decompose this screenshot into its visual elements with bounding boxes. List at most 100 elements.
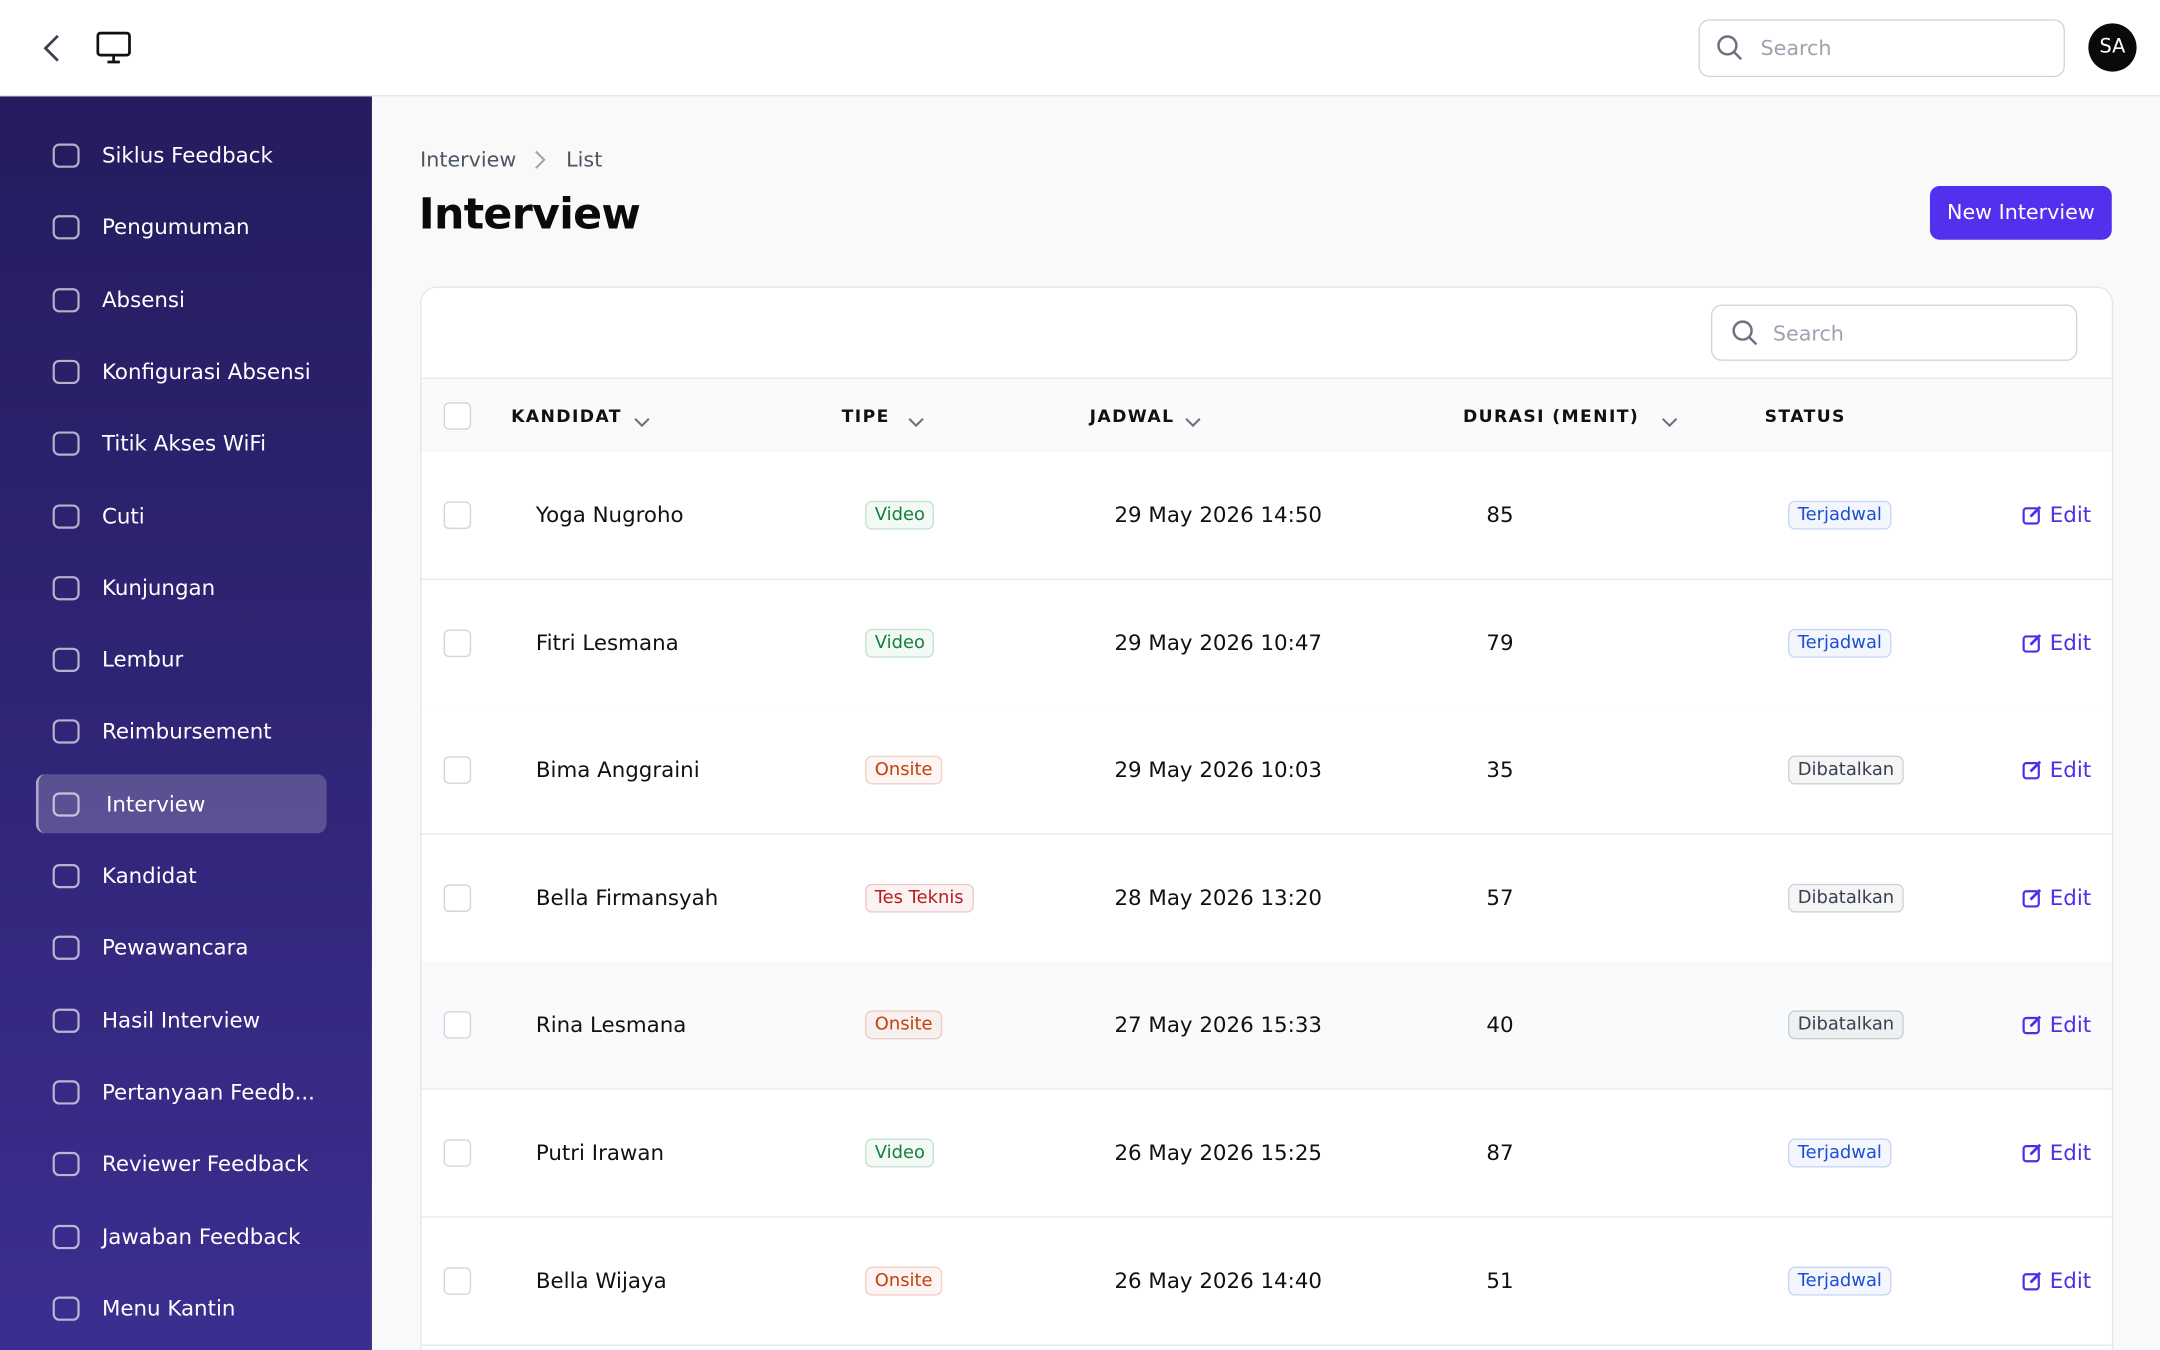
duration: 87	[1486, 1140, 1514, 1166]
nav-icon	[51, 357, 81, 387]
nav-icon	[51, 141, 81, 171]
table-row: Bella Wijaya Onsite 26 May 2026 14:40 51 Ter…	[421, 1217, 2112, 1346]
nav-icon	[51, 501, 81, 531]
duration: 40	[1486, 1013, 1514, 1038]
schedule: 26 May 2026 14:40	[1114, 1268, 1322, 1293]
table-row: Bella Firmansyah Tes Teknis 28 May 2026 13…	[421, 834, 2112, 963]
row-checkbox[interactable]	[443, 1139, 472, 1167]
global-search[interactable]: Search	[1698, 19, 2065, 78]
nav-item[interactable]: Pertanyaan Feedb...	[101, 1079, 315, 1105]
edit-link[interactable]: Edit	[2049, 1268, 2092, 1293]
candidate-name: Bima Anggraini	[535, 757, 700, 783]
table-card: Search KANDIDAT TIPE JADWAL DURASI (MENIT) S…	[420, 286, 2114, 1350]
nav-item[interactable]: Kunjungan	[101, 575, 216, 601]
row-checkbox[interactable]	[443, 884, 472, 912]
row-checkbox[interactable]	[443, 1266, 472, 1295]
nav-icon	[51, 429, 81, 459]
row-checkbox[interactable]	[443, 756, 472, 785]
edit-link[interactable]: Edit	[2049, 757, 2092, 783]
duration: 51	[1486, 1268, 1514, 1293]
column-header: STATUS	[1764, 405, 1846, 427]
sort-icon	[1661, 409, 1678, 428]
edit-icon	[2022, 1270, 2043, 1291]
nav-icon	[51, 1293, 81, 1323]
edit-icon	[2022, 1142, 2043, 1163]
status-badge: Dibatalkan	[1788, 1010, 1904, 1040]
nav-icon	[51, 213, 81, 243]
edit-icon	[2022, 1014, 2043, 1035]
nav-item[interactable]: Jawaban Feedback	[101, 1223, 301, 1249]
select-all[interactable]	[443, 402, 472, 430]
nav-item[interactable]: Reviewer Feedback	[101, 1151, 309, 1177]
nav-item[interactable]: Kandidat	[101, 863, 197, 889]
nav-icon	[51, 1149, 81, 1179]
search-icon	[1732, 320, 1758, 346]
edit-link[interactable]: Edit	[2049, 1013, 2092, 1038]
candidate-name: Bella Firmansyah	[535, 885, 719, 911]
table-search[interactable]: Search	[1710, 304, 2078, 361]
edit-link[interactable]: Edit	[2049, 630, 2092, 656]
column-header[interactable]: KANDIDAT	[511, 405, 622, 427]
table-row: Putri Irawan Video 26 May 2026 15:25 87 Terj…	[421, 1089, 2112, 1218]
nav-icon	[51, 717, 81, 747]
column-header[interactable]: JADWAL	[1089, 405, 1175, 427]
avatar[interactable]: SA	[2088, 23, 2137, 72]
row-checkbox[interactable]	[443, 1011, 472, 1040]
schedule: 27 May 2026 15:33	[1114, 1013, 1322, 1038]
sort-icon	[908, 409, 925, 428]
duration: 79	[1486, 630, 1514, 656]
schedule: 28 May 2026 13:20	[1114, 885, 1322, 911]
nav-item[interactable]: Hasil Interview	[101, 1007, 261, 1033]
sort-icon	[1185, 409, 1202, 428]
nav-item[interactable]: Pengumuman	[101, 215, 250, 241]
sort-icon	[634, 409, 651, 428]
nav-item[interactable]: Absensi	[101, 287, 185, 313]
candidate-name: Yoga Nugroho	[535, 502, 684, 528]
edit-icon	[2022, 759, 2043, 780]
status-badge: Terjadwal	[1788, 628, 1892, 658]
edit-link[interactable]: Edit	[2049, 502, 2092, 528]
status-badge: Dibatalkan	[1788, 755, 1904, 785]
status-badge: Terjadwal	[1788, 1138, 1892, 1168]
nav-icon	[51, 645, 81, 675]
row-checkbox[interactable]	[443, 628, 472, 657]
nav-item[interactable]: Interview	[106, 791, 206, 817]
nav-item[interactable]: Siklus Feedback	[101, 143, 273, 169]
breadcrumb-separator	[535, 150, 546, 169]
nav-item[interactable]: Reimbursement	[101, 719, 272, 745]
column-header[interactable]: TIPE	[841, 405, 890, 427]
nav-icon	[51, 1221, 81, 1251]
nav-item[interactable]: Lembur	[101, 647, 184, 673]
candidate-name: Bella Wijaya	[535, 1268, 667, 1293]
breadcrumb-link[interactable]: Interview	[420, 147, 517, 173]
nav-item[interactable]: Pewawancara	[101, 935, 249, 961]
nav-icon	[51, 933, 81, 963]
table-row: Rina Lesmana Onsite 27 May 2026 15:33 40 Dib…	[421, 962, 2112, 1091]
nav-icon	[51, 789, 81, 819]
nav-item[interactable]: Titik Akses WiFi	[101, 431, 267, 457]
status-badge: Dibatalkan	[1788, 883, 1904, 913]
table-row: Bima Anggraini Onsite 29 May 2026 10:03 35 D…	[421, 706, 2112, 836]
schedule: 29 May 2026 10:47	[1114, 630, 1322, 656]
search-placeholder: Search	[1760, 35, 1832, 61]
desktop-icon[interactable]	[96, 31, 132, 65]
back-button[interactable]	[39, 33, 67, 63]
nav-icon	[51, 1005, 81, 1035]
edit-link[interactable]: Edit	[2049, 1140, 2092, 1166]
table-row: Yoga Nugroho Video 29 May 2026 14:50 85 Terj…	[421, 451, 2112, 580]
schedule: 29 May 2026 14:50	[1114, 502, 1322, 528]
status-badge: Terjadwal	[1788, 1266, 1892, 1296]
edit-icon	[2022, 887, 2043, 908]
new-button[interactable]: New Interview	[1929, 185, 2112, 240]
search-placeholder: Search	[1772, 320, 1844, 346]
type-badge: Onsite	[865, 1010, 943, 1040]
nav-item[interactable]: Konfigurasi Absensi	[101, 359, 311, 385]
nav-item[interactable]: Cuti	[101, 503, 145, 529]
edit-link[interactable]: Edit	[2049, 885, 2092, 911]
nav-item[interactable]: Menu Kantin	[101, 1295, 236, 1321]
column-header[interactable]: DURASI (MENIT)	[1462, 405, 1640, 427]
schedule: 26 May 2026 15:25	[1114, 1140, 1322, 1166]
row-checkbox[interactable]	[443, 501, 472, 529]
